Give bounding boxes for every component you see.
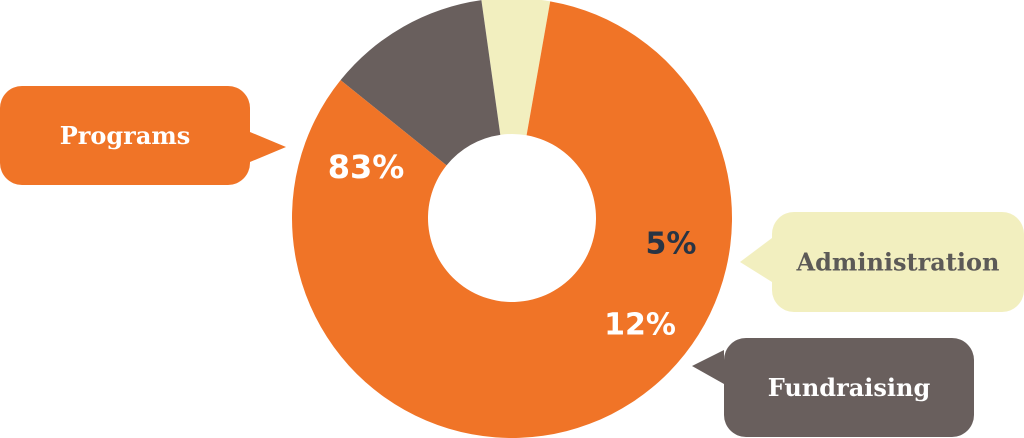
- callout-box: [724, 338, 974, 437]
- value-labels: 83% 5% 12%: [328, 148, 697, 343]
- category-label-programs: Programs: [60, 121, 191, 150]
- value-label-fundraising: 12%: [604, 308, 676, 343]
- slice-administration: [481, 0, 551, 136]
- callout-box: [772, 212, 1024, 312]
- value-label-administration: 5%: [646, 227, 697, 262]
- value-label-programs: 83%: [328, 148, 405, 186]
- callout-programs: Programs: [0, 86, 286, 185]
- callout-pointer: [692, 350, 724, 384]
- slice-fundraising: [340, 0, 501, 166]
- callout-box: [0, 86, 250, 185]
- callout-pointer: [740, 238, 772, 282]
- category-label-fundraising: Fundraising: [768, 373, 931, 402]
- category-label-administration: Administration: [796, 248, 1000, 277]
- donut-slices: [292, 0, 732, 438]
- callout-administration: Administration: [740, 212, 1024, 312]
- callouts: Programs Administration Fundraising: [0, 86, 1024, 437]
- callout-fundraising: Fundraising: [692, 338, 974, 437]
- callout-pointer: [250, 132, 286, 162]
- slice-programs: [292, 1, 732, 438]
